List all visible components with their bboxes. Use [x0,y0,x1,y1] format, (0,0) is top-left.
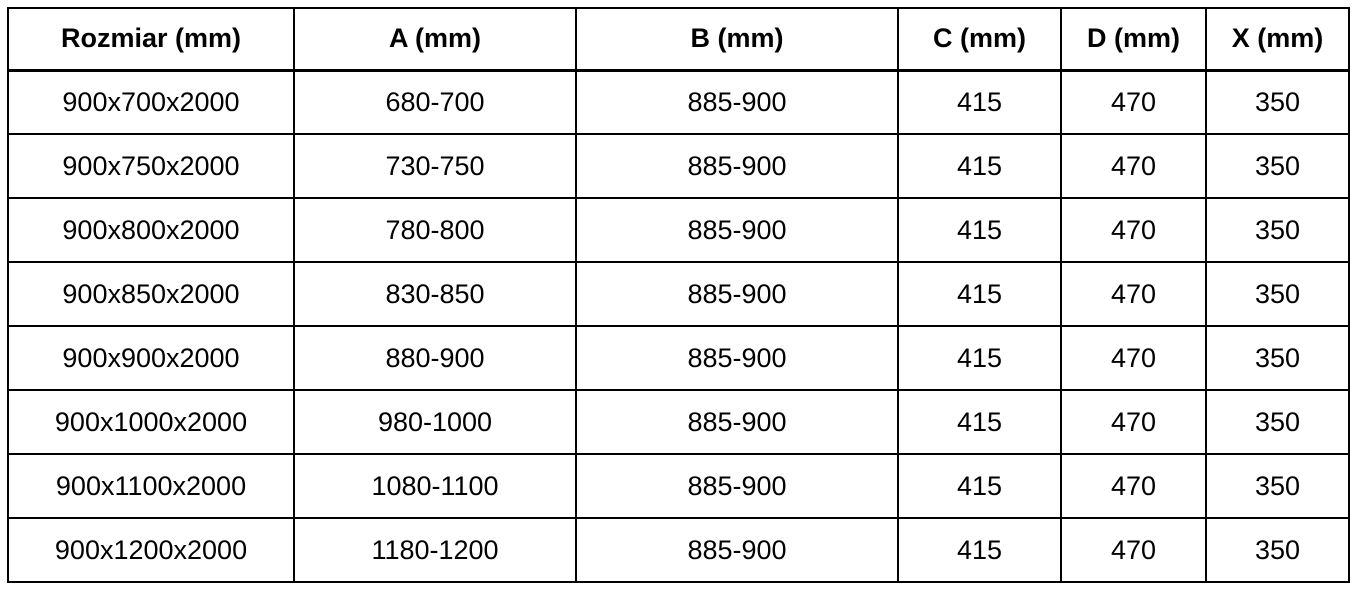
cell-c: 415 [897,261,1062,327]
cell-a: 1080-1100 [293,453,577,519]
cell-c: 415 [897,69,1062,135]
cell-b: 885-900 [575,133,899,199]
cell-c: 415 [897,517,1062,583]
cell-a: 730-750 [293,133,577,199]
table-row: 900x1000x2000 980-1000 885-900 415 470 3… [7,389,1350,455]
cell-d: 470 [1060,197,1207,263]
cell-rozmiar: 900x750x2000 [7,133,295,199]
cell-x: 350 [1205,325,1350,391]
cell-x: 350 [1205,261,1350,327]
cell-a: 830-850 [293,261,577,327]
table-row: 900x750x2000 730-750 885-900 415 470 350 [7,133,1350,199]
cell-rozmiar: 900x1000x2000 [7,389,295,455]
cell-rozmiar: 900x900x2000 [7,325,295,391]
column-header-a: A (mm) [293,7,577,72]
cell-d: 470 [1060,389,1207,455]
cell-x: 350 [1205,453,1350,519]
cell-b: 885-900 [575,197,899,263]
column-header-c: C (mm) [897,7,1062,72]
column-header-rozmiar: Rozmiar (mm) [7,7,295,72]
table-row: 900x850x2000 830-850 885-900 415 470 350 [7,261,1350,327]
column-header-b: B (mm) [575,7,899,72]
cell-d: 470 [1060,133,1207,199]
cell-b: 885-900 [575,517,899,583]
table-row: 900x700x2000 680-700 885-900 415 470 350 [7,69,1350,135]
cell-rozmiar: 900x1100x2000 [7,453,295,519]
cell-a: 780-800 [293,197,577,263]
table-row: 900x900x2000 880-900 885-900 415 470 350 [7,325,1350,391]
cell-d: 470 [1060,453,1207,519]
cell-x: 350 [1205,69,1350,135]
cell-c: 415 [897,133,1062,199]
cell-a: 980-1000 [293,389,577,455]
cell-d: 470 [1060,69,1207,135]
cell-x: 350 [1205,133,1350,199]
cell-x: 350 [1205,517,1350,583]
cell-x: 350 [1205,197,1350,263]
cell-c: 415 [897,197,1062,263]
cell-rozmiar: 900x850x2000 [7,261,295,327]
table-row: 900x800x2000 780-800 885-900 415 470 350 [7,197,1350,263]
cell-x: 350 [1205,389,1350,455]
cell-d: 470 [1060,261,1207,327]
table-row: 900x1200x2000 1180-1200 885-900 415 470 … [7,517,1350,583]
cell-d: 470 [1060,517,1207,583]
cell-b: 885-900 [575,389,899,455]
cell-b: 885-900 [575,261,899,327]
cell-d: 470 [1060,325,1207,391]
cell-a: 680-700 [293,69,577,135]
column-header-x: X (mm) [1205,7,1350,72]
cell-rozmiar: 900x800x2000 [7,197,295,263]
table-header-row: Rozmiar (mm) A (mm) B (mm) C (mm) D (mm)… [7,7,1350,72]
cell-b: 885-900 [575,69,899,135]
cell-rozmiar: 900x700x2000 [7,69,295,135]
cell-c: 415 [897,453,1062,519]
cell-b: 885-900 [575,453,899,519]
dimensions-table: Rozmiar (mm) A (mm) B (mm) C (mm) D (mm)… [7,7,1350,583]
cell-rozmiar: 900x1200x2000 [7,517,295,583]
table-row: 900x1100x2000 1080-1100 885-900 415 470 … [7,453,1350,519]
column-header-d: D (mm) [1060,7,1207,72]
cell-a: 880-900 [293,325,577,391]
cell-b: 885-900 [575,325,899,391]
cell-c: 415 [897,325,1062,391]
cell-c: 415 [897,389,1062,455]
cell-a: 1180-1200 [293,517,577,583]
